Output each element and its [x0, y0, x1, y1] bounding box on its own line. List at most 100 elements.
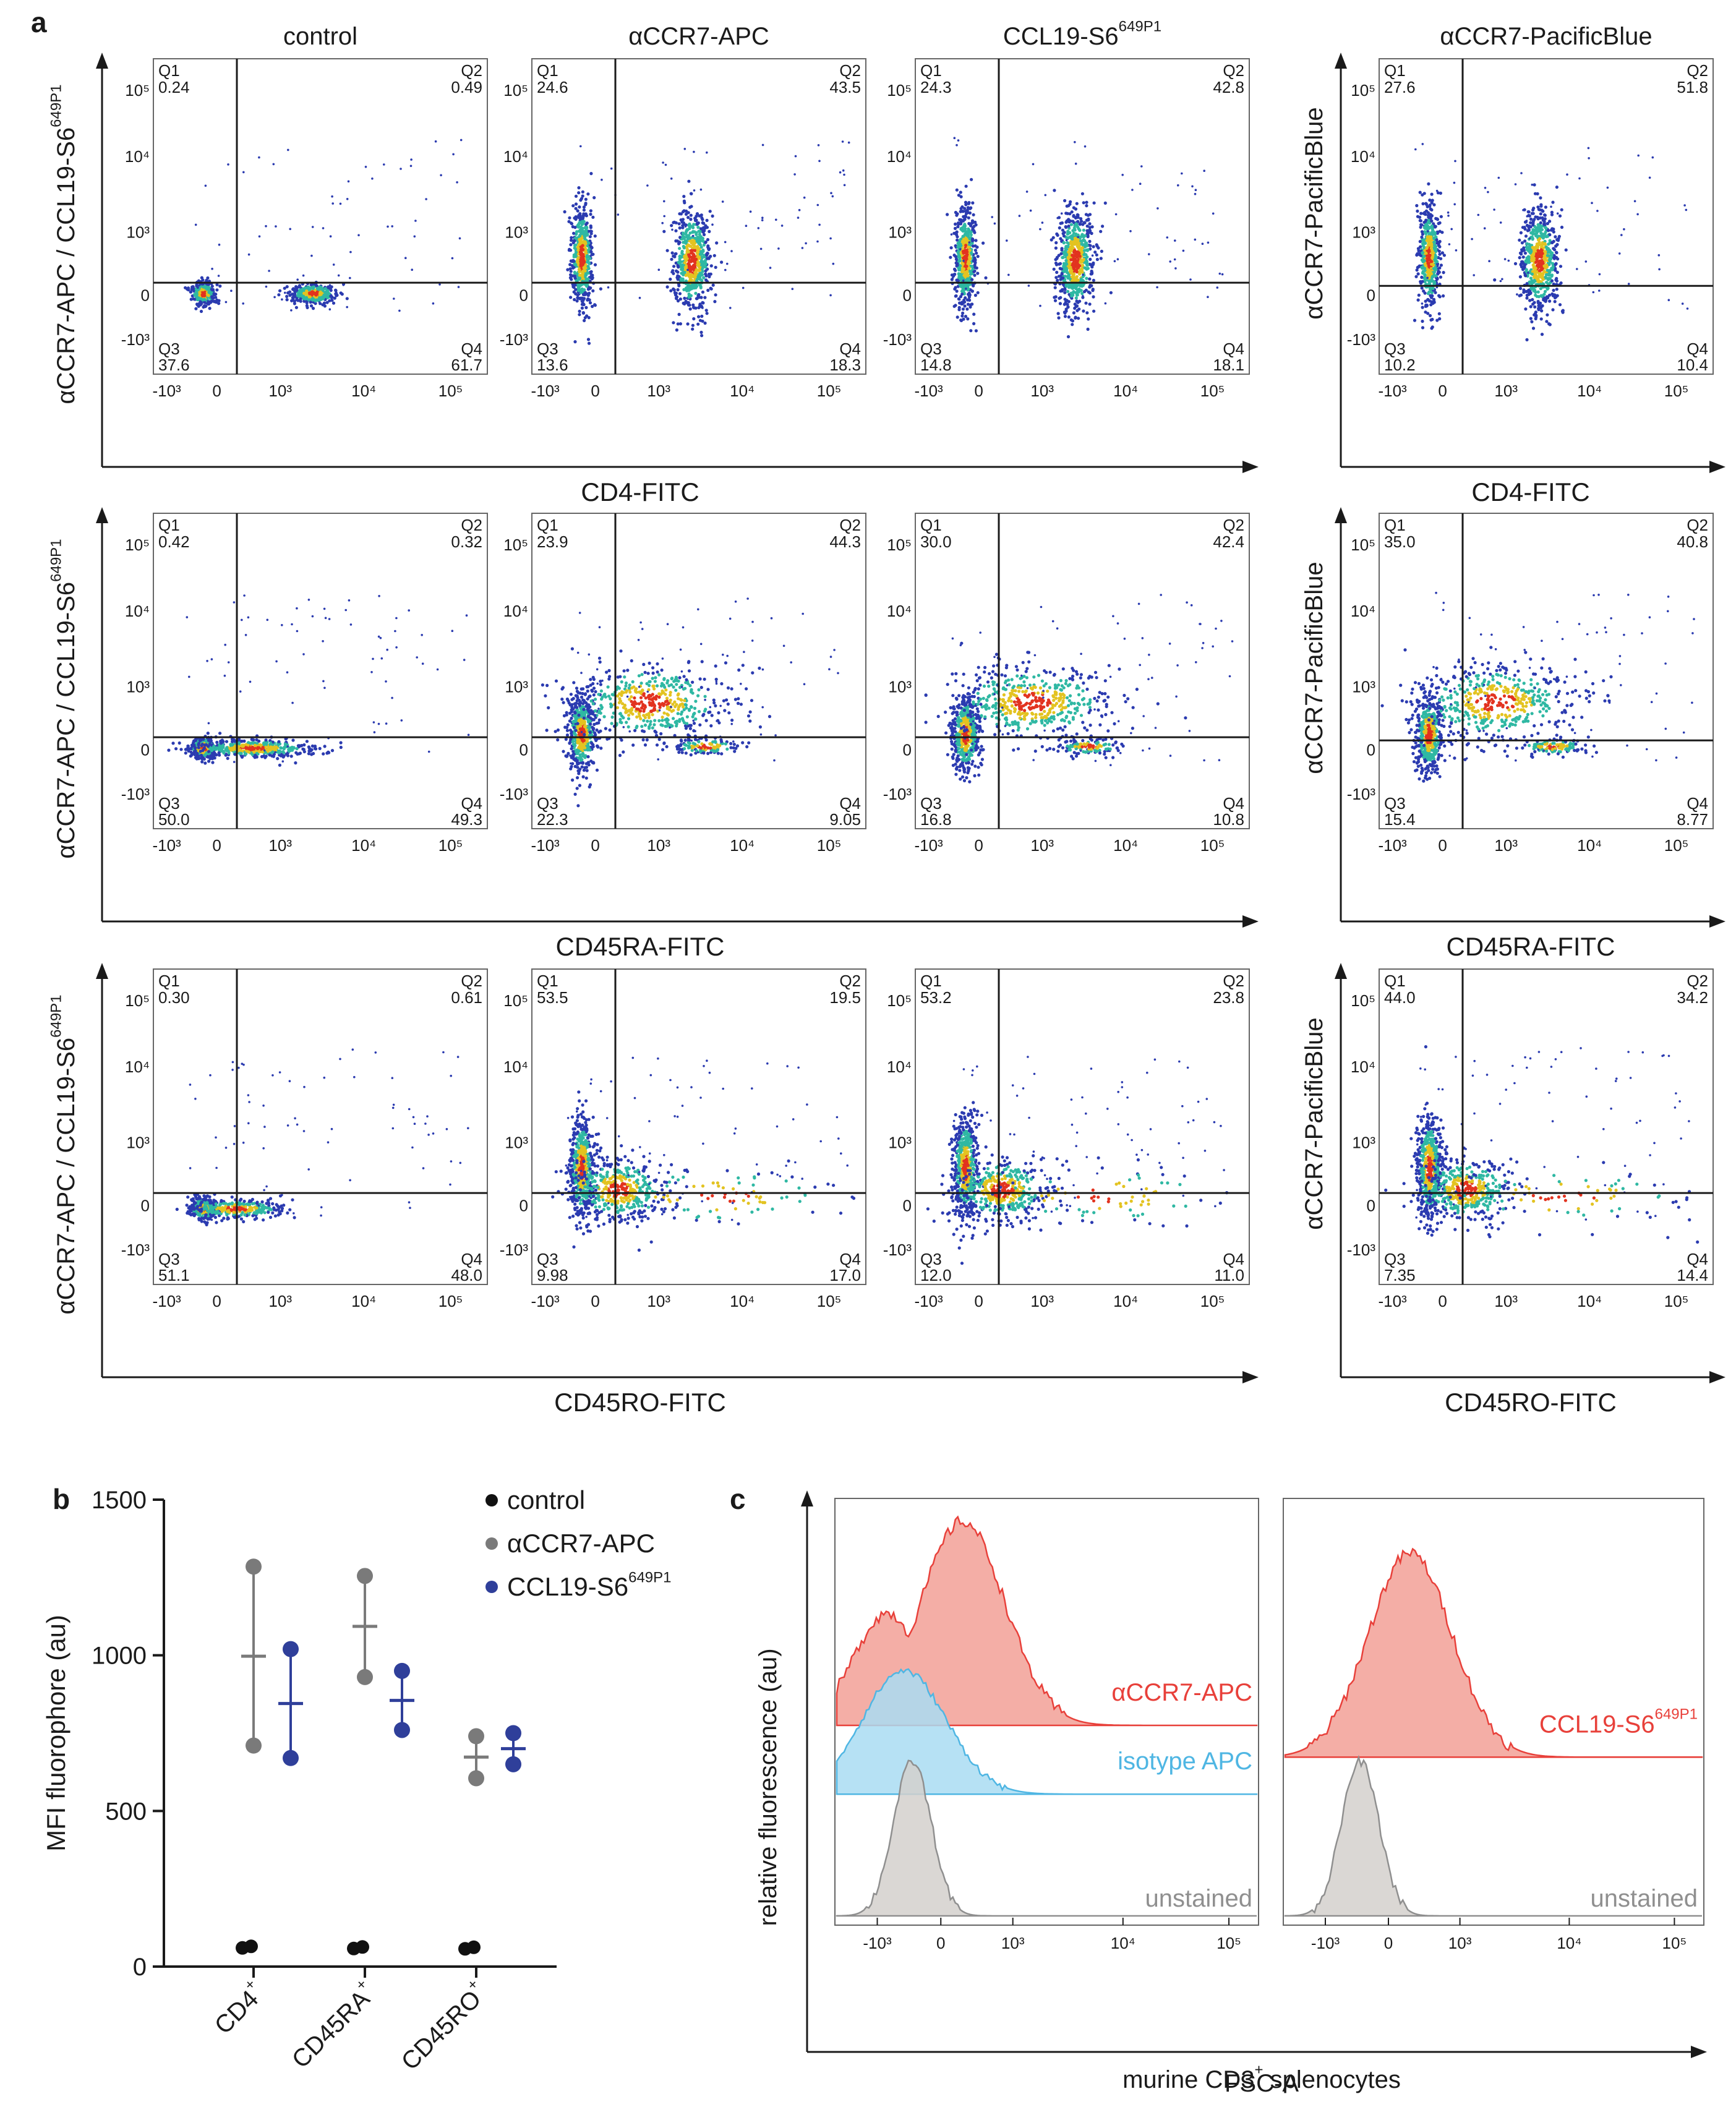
- event-dot: [704, 224, 708, 228]
- event-dot: [971, 283, 975, 287]
- event-dot: [347, 180, 350, 183]
- event-dot: [404, 257, 407, 260]
- event-dot: [962, 267, 966, 271]
- event-dot: [268, 270, 270, 272]
- event-dot: [1072, 206, 1075, 209]
- event-dot: [1077, 317, 1080, 320]
- event-dot: [434, 140, 437, 143]
- event-dot: [1422, 267, 1426, 270]
- event-dot: [991, 216, 993, 218]
- event-dot: [1540, 309, 1544, 313]
- event-dot: [960, 289, 964, 293]
- event-dot: [829, 294, 832, 297]
- event-dot: [798, 208, 801, 212]
- event-dot: [1657, 254, 1661, 257]
- quadrant-value: 0.24: [158, 78, 190, 96]
- event-dot: [281, 298, 283, 301]
- event-dot: [1092, 309, 1096, 313]
- event-dot: [817, 144, 820, 147]
- event-dot: [1428, 238, 1432, 242]
- event-dot: [1529, 249, 1533, 253]
- event-dot: [759, 247, 763, 250]
- event-dot: [197, 286, 199, 289]
- event-dot: [691, 323, 695, 327]
- event-dot: [1075, 270, 1079, 274]
- event-dot: [816, 203, 819, 207]
- event-dot: [702, 276, 706, 280]
- event-dot: [657, 268, 661, 271]
- event-dot: [972, 312, 976, 316]
- y-arrow-row2-head: [96, 507, 108, 523]
- event-dot: [1636, 213, 1639, 216]
- event-dot: [1439, 275, 1443, 279]
- x-tick-label: -10³: [531, 382, 560, 400]
- event-dot: [400, 168, 402, 170]
- event-dot: [586, 260, 589, 264]
- event-dot: [761, 219, 764, 221]
- event-dot: [791, 288, 794, 291]
- event-dot: [1062, 241, 1066, 245]
- event-dot: [334, 292, 338, 296]
- event-dot: [314, 299, 317, 303]
- event-dot: [1066, 229, 1070, 233]
- event-dot: [975, 266, 978, 270]
- event-dot: [965, 270, 969, 273]
- event-dot: [215, 740, 219, 744]
- event-dot: [1453, 181, 1456, 184]
- event-dot: [410, 158, 413, 161]
- event-dot: [964, 315, 968, 318]
- event-dot: [588, 235, 592, 239]
- event-dot: [589, 229, 593, 233]
- event-dot: [1088, 291, 1092, 295]
- event-dot: [190, 287, 194, 291]
- event-dot: [1092, 245, 1095, 249]
- event-dot: [1430, 224, 1434, 228]
- event-dot: [1428, 254, 1432, 257]
- event-dot: [1534, 228, 1538, 231]
- quadrant-value: 51.8: [1677, 78, 1708, 96]
- event-dot: [1536, 277, 1540, 281]
- event-dot: [1519, 231, 1523, 234]
- event-dot: [681, 218, 685, 221]
- x-arrow-row1-head: [1242, 461, 1259, 473]
- event-dot: [275, 225, 277, 228]
- event-dot: [1546, 254, 1550, 257]
- event-dot: [207, 294, 210, 297]
- event-dot: [331, 202, 334, 205]
- event-dot: [964, 210, 968, 213]
- x-tick-label: 10³: [647, 382, 670, 400]
- event-dot: [1417, 293, 1421, 297]
- event-dot: [563, 210, 567, 214]
- event-dot: [299, 297, 302, 301]
- event-dot: [680, 268, 683, 271]
- event-dot: [1081, 263, 1085, 267]
- event-dot: [971, 239, 975, 242]
- event-dot: [1088, 257, 1092, 261]
- event-dot: [276, 757, 280, 761]
- event-dot: [1063, 199, 1067, 203]
- event-dot: [302, 274, 305, 277]
- event-dot: [1521, 268, 1525, 271]
- event-dot: [973, 293, 977, 297]
- y-tick-label: 10³: [1352, 223, 1375, 242]
- event-dot: [242, 302, 245, 305]
- event-dot: [1538, 216, 1542, 220]
- event-dot: [973, 257, 977, 261]
- y-tick-label: 10⁴: [503, 147, 528, 166]
- event-dot: [1207, 241, 1210, 244]
- event-dot: [1074, 315, 1077, 319]
- event-dot: [684, 241, 688, 245]
- event-dot: [697, 241, 701, 246]
- event-dot: [1416, 252, 1419, 255]
- event-dot: [1067, 262, 1072, 265]
- event-dot: [962, 260, 965, 262]
- event-dot: [387, 225, 389, 228]
- event-dot: [698, 229, 702, 233]
- event-dot: [745, 224, 748, 228]
- event-dot: [1554, 263, 1557, 267]
- event-dot: [721, 200, 724, 203]
- event-dot: [1006, 239, 1008, 242]
- event-dot: [957, 139, 960, 142]
- event-dot: [258, 235, 261, 238]
- event-dot: [1072, 214, 1075, 218]
